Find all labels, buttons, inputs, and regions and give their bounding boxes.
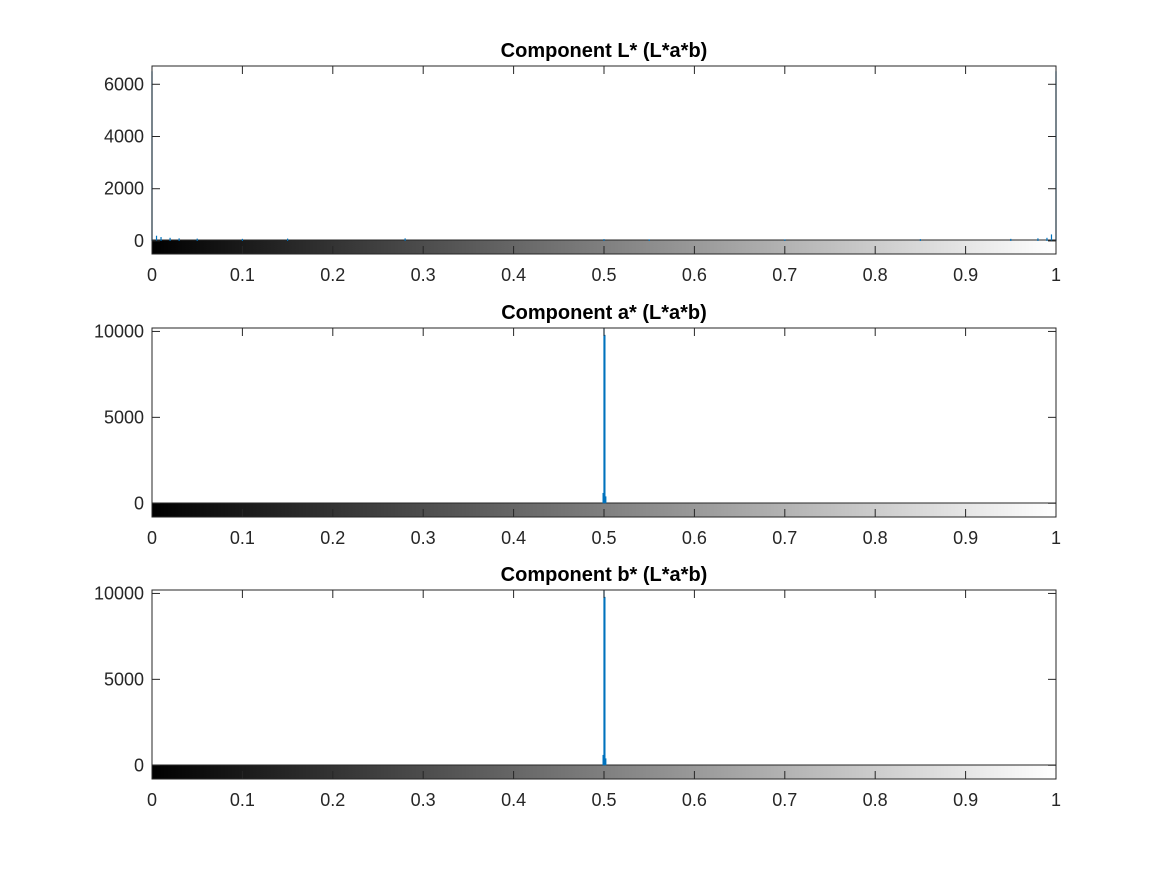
x-tick-label: 0.7 [772,790,797,810]
chart-2: Component a* (L*a*b) 0 0.1 0.2 0.3 0.4 0.5 0.6 0… [94,302,1061,548]
x-tick-label: 0.2 [320,265,345,285]
x-tick-label: 0.2 [320,790,345,810]
x-tick-label: 0 [147,265,157,285]
x-tick-label: 0.1 [230,790,255,810]
axes-frame [151,65,1057,255]
x-tick-label: 0.1 [230,265,255,285]
y-tick-label: 0 [134,755,144,775]
x-tick-label: 0.5 [591,790,616,810]
x-tick-label: 0.9 [953,790,978,810]
y-tick-label: 10000 [94,321,144,341]
x-tick-label: 0.6 [682,790,707,810]
x-tick-label: 0.3 [411,528,436,548]
x-tick-label: 0.4 [501,265,526,285]
y-tick-label: 0 [134,231,144,251]
x-tick-label: 0.1 [230,528,255,548]
y-tick-label: 5000 [104,407,144,427]
x-tick-label: 0.7 [772,528,797,548]
charts-root: Component L* (L*a*b) 0 0.1 0.2 0.3 0.4 0.5 0.6 0… [94,40,1061,810]
x-tick-label: 0.4 [501,790,526,810]
y-tick-label: 0 [134,493,144,513]
y-tick-label: 5000 [104,669,144,689]
x-tick-label: 0.8 [863,265,888,285]
y-tick-label: 2000 [104,179,144,199]
x-tick-label: 0.6 [682,265,707,285]
x-tick-label: 0.8 [863,790,888,810]
x-tick-label: 0.4 [501,528,526,548]
x-tick-label: 1 [1051,265,1061,285]
y-tick-label: 6000 [104,74,144,94]
x-tick-label: 0.3 [411,790,436,810]
chart-1: Component L* (L*a*b) 0 0.1 0.2 0.3 0.4 0.5 0.6 0… [104,40,1061,285]
chart-title: Component a* (L*a*b) [501,302,707,324]
x-tick-label: 0 [147,790,157,810]
y-tick-label: 4000 [104,127,144,147]
x-tick-label: 0.5 [591,528,616,548]
x-tick-label: 1 [1051,790,1061,810]
x-tick-label: 0.7 [772,265,797,285]
chart-3: Component b* (L*a*b) 0 0.1 0.2 0.3 0.4 0.5 0.6 0… [94,564,1061,810]
chart-title: Component b* (L*a*b) [501,564,708,586]
x-tick-label: 0.2 [320,528,345,548]
x-tick-label: 0 [147,528,157,548]
x-tick-label: 0.6 [682,528,707,548]
x-tick-label: 0.9 [953,265,978,285]
x-tick-label: 0.3 [411,265,436,285]
x-tick-label: 0.5 [591,265,616,285]
chart-title: Component L* (L*a*b) [501,40,708,62]
x-tick-label: 0.8 [863,528,888,548]
y-tick-label: 10000 [94,583,144,603]
x-tick-label: 1 [1051,528,1061,548]
x-tick-label: 0.9 [953,528,978,548]
